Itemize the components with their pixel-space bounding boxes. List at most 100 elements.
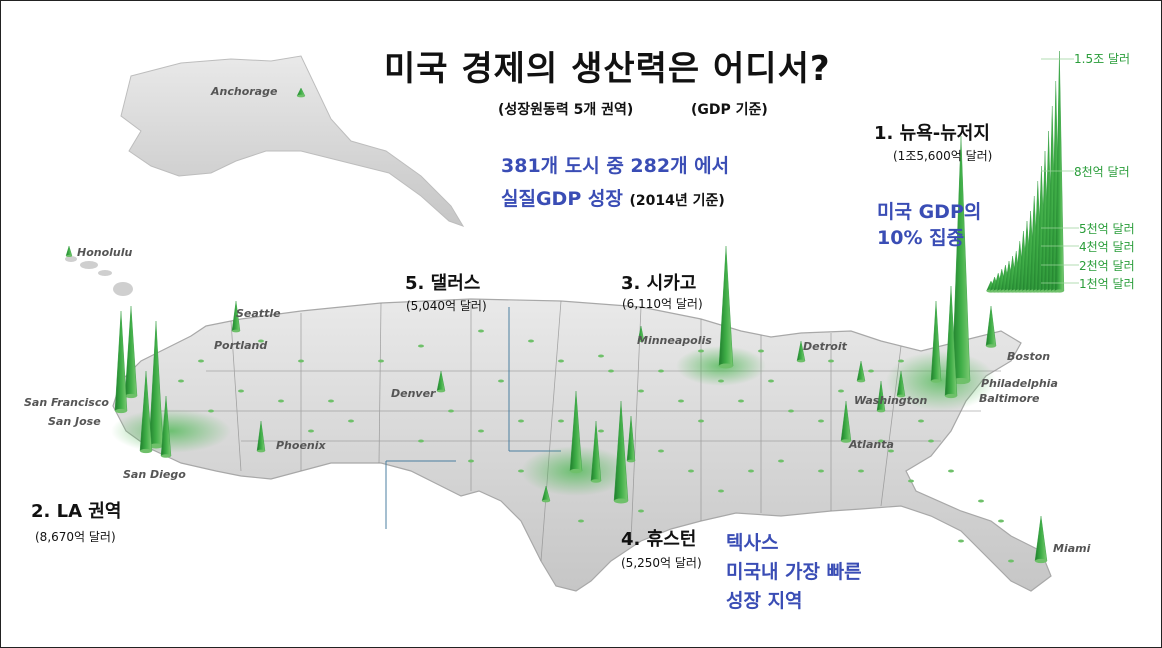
city-label-anchorage: Anchorage [211,85,278,98]
gdp-spike-layer [65,87,1048,564]
gdp-share-line2: 10% 집중 [877,227,965,249]
city-dot-28 [658,449,664,453]
region-name-la: 2. LA 권역 [31,501,122,522]
city-dot-7 [528,339,534,343]
alaska-landmass [120,55,465,227]
growth-stat-year: (2014년 기준) [629,193,725,209]
spike-san-francisco-base [125,393,137,399]
city-label-portland: Portland [214,339,268,352]
city-dot-11 [678,399,684,403]
city-dot-25 [748,469,754,473]
spike-la-east-base [140,448,152,454]
city-dot-34 [418,439,424,443]
city-dot-4 [378,359,384,363]
annotation-guides [385,307,561,529]
region-value-houston: (5,250억 달러) [621,556,702,570]
spike-san-francisco [124,305,138,397]
spike-chicago-base [719,363,733,369]
region-value-la: (8,670억 달러) [35,530,116,544]
city-dot-10 [638,389,644,393]
spike-baltimore-base [897,394,905,398]
spike-minneapolis-base [638,339,644,343]
city-label-san-francisco: San Francisco [24,396,109,409]
growth-stat-line1: 381개 도시 중 282개 에서 [501,155,730,177]
city-dot-44 [958,539,964,543]
city-label-san-jose: San Jose [48,415,101,428]
city-dot-5 [418,344,424,348]
page-subtitle: (성장원동력 5개 권역) [498,102,634,118]
city-dot-26 [718,489,724,493]
city-label-san-diego: San Diego [123,468,186,481]
spike-philadelphia [930,300,942,382]
spike-honolulu [65,245,73,257]
spike-houston-base [614,498,628,504]
city-label-baltimore: Baltimore [979,392,1040,405]
texas-note-line1: 텍사스 [726,532,779,554]
city-dot-55 [468,459,474,463]
legend-label-400b: 4천억 달러 [1079,240,1135,254]
city-dot-57 [608,369,614,373]
texas-note-line3: 성장 지역 [726,590,803,612]
spike-seattle-base [232,329,240,333]
spike-fort-worth-base [591,479,601,483]
spike-san-antonio-base [542,499,550,503]
city-dot-59 [828,359,834,363]
spike-phoenix-base [257,449,265,453]
city-dot-43 [998,519,1004,523]
city-dot-38 [238,389,244,393]
city-dot-58 [658,369,664,373]
spike-miami [1034,515,1048,562]
spike-washington-base [877,409,885,413]
city-dot-48 [758,349,764,353]
city-dot-50 [928,439,934,443]
city-dot-27 [688,469,694,473]
city-dot-52 [638,509,644,513]
city-label-honolulu: Honolulu [77,246,133,259]
contiguous-us-landmass [112,298,1052,592]
city-dot-56 [498,379,504,383]
city-dot-40 [178,379,184,383]
city-dot-39 [208,409,214,413]
city-dot-12 [698,419,704,423]
spike-atlanta-base [841,439,851,443]
city-dot-29 [598,429,604,433]
city-dot-19 [898,359,904,363]
city-dot-33 [448,409,454,413]
city-dot-6 [478,329,484,333]
spike-denver-base [437,389,445,393]
city-dot-35 [348,419,354,423]
city-dot-22 [858,469,864,473]
legend-label-200b: 2천억 달러 [1079,259,1135,273]
city-dot-54 [518,469,524,473]
city-label-philadelphia: Philadelphia [981,377,1058,390]
city-dot-9 [598,354,604,358]
city-dot-49 [878,439,884,443]
city-dot-23 [818,469,824,473]
growth-stat-text: 실질GDP 성장 [501,188,623,210]
growth-stat-line2: 실질GDP 성장 (2014년 기준) [501,184,725,211]
city-dot-42 [978,499,984,503]
region-name-dallas: 5. 댈러스 [405,273,481,294]
legend-label-100b: 1천억 달러 [1079,277,1135,291]
spike-new-jersey-base [945,393,957,399]
region-value-dallas: (5,040억 달러) [406,299,487,313]
city-label-minneapolis: Minneapolis [637,334,712,347]
city-dot-13 [738,399,744,403]
city-label-detroit: Detroit [803,340,847,353]
city-dot-30 [558,419,564,423]
spike-anchorage-base [297,94,305,98]
city-dot-41 [948,469,954,473]
page-title: 미국 경제의 생산력은 어디서? [384,49,831,89]
city-label-atlanta: Atlanta [849,438,894,451]
region-name-chicago: 3. 시카고 [621,273,697,294]
city-dot-0 [198,359,204,363]
spike-honolulu-base [66,254,72,258]
legend-label-500b: 5천억 달러 [1079,222,1135,236]
city-label-miami: Miami [1053,542,1091,555]
spike-dallas-base [570,468,582,474]
basis-note: (GDP 기준) [691,102,768,118]
city-dot-18 [868,369,874,373]
city-dot-21 [888,449,894,453]
